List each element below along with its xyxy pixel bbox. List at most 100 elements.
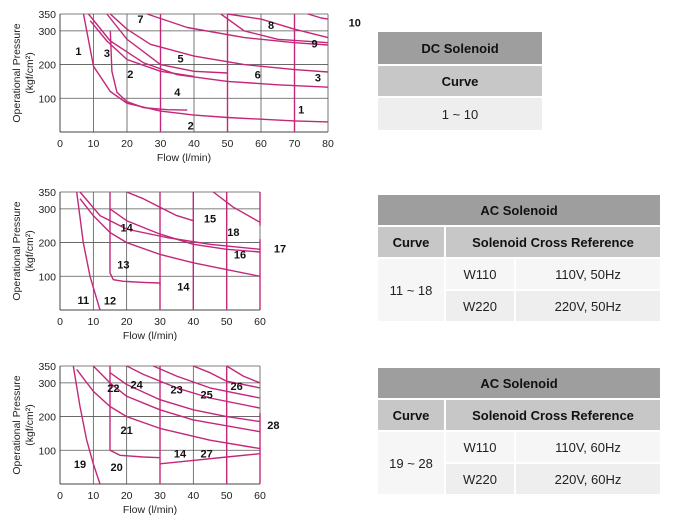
x-tick-label: 50 xyxy=(222,138,234,150)
curve-4 xyxy=(89,20,195,78)
x-tick-label: 80 xyxy=(322,138,334,150)
x-tick-label: 20 xyxy=(121,138,133,150)
x-tick-label: 50 xyxy=(221,490,233,502)
ac50-row1-spec: 110V, 50Hz xyxy=(516,259,660,289)
ac60-row2-model: W220 xyxy=(446,464,514,494)
curve-10 xyxy=(307,13,329,20)
x-tick-label: 10 xyxy=(87,316,99,328)
ac50-col-ref: Solenoid Cross Reference xyxy=(446,227,660,257)
y-tick-label: 300 xyxy=(38,26,56,38)
y-axis-unit: (kgf/cm²) xyxy=(24,52,36,93)
curve-23 xyxy=(109,372,261,423)
x-tick-label: 40 xyxy=(188,138,200,150)
curve-6 xyxy=(106,13,228,74)
curve-label-7: 7 xyxy=(137,14,143,26)
curve-label-25: 25 xyxy=(201,390,213,402)
curve-label-9: 9 xyxy=(312,39,318,51)
ac60-row1-spec: 110V, 60Hz xyxy=(516,432,660,462)
ac60-curve-range: 19 ~ 28 xyxy=(378,432,444,494)
curve-label-2: 2 xyxy=(127,69,133,81)
dc-table-curve-range: 1 ~ 10 xyxy=(378,98,542,130)
chart-ac-50hz: 0 10 20 30 40 50 60 100 200 300 350 Flow (l/min) Ope… xyxy=(11,187,286,342)
x-tick-label: 40 xyxy=(187,490,199,502)
curve-9 xyxy=(220,13,329,44)
curve-18 xyxy=(212,191,261,223)
curve-label-3: 3 xyxy=(104,48,110,60)
curve-label-22: 22 xyxy=(107,383,119,395)
x-axis-title: Flow (l/min) xyxy=(123,330,177,342)
curve-label-13: 13 xyxy=(117,259,129,271)
curve-label-14: 14 xyxy=(174,449,187,461)
x-tick-label: 30 xyxy=(154,316,166,328)
curve-label-1: 1 xyxy=(298,104,304,116)
y-axis-title: Operational Pressure xyxy=(11,23,23,122)
ac60-col-ref: Solenoid Cross Reference xyxy=(446,400,660,430)
curve-2 xyxy=(109,30,188,111)
y-tick-label: 350 xyxy=(38,361,56,373)
x-tick-label: 60 xyxy=(254,316,266,328)
curve-label-3: 3 xyxy=(315,72,321,84)
x-tick-label: 60 xyxy=(255,138,267,150)
y-tick-label: 200 xyxy=(38,412,56,424)
ac60-table-title: AC Solenoid xyxy=(378,368,660,398)
x-axis-title: Flow (l/min) xyxy=(157,152,211,164)
y-tick-label: 100 xyxy=(38,445,56,457)
x-tick-label: 40 xyxy=(187,316,199,328)
curve-label-23: 23 xyxy=(171,385,183,397)
x-tick-label: 10 xyxy=(88,138,100,150)
chart-dc: 0 10 20 30 40 50 60 70 80 100 200 300 350 Flow (l/min… xyxy=(11,9,361,164)
curve-label-26: 26 xyxy=(231,381,243,393)
x-tick-label: 30 xyxy=(155,138,167,150)
curve-label-19: 19 xyxy=(74,459,86,471)
y-axis-title: Operational Pressure xyxy=(11,375,23,474)
curve-label-11: 11 xyxy=(78,295,90,307)
y-tick-label: 300 xyxy=(38,204,56,216)
curve-8 xyxy=(227,13,329,39)
y-tick-label: 200 xyxy=(38,238,56,250)
x-tick-label: 50 xyxy=(221,316,233,328)
ac50-row2-spec: 220V, 50Hz xyxy=(516,291,660,321)
dc-solenoid-table: DC Solenoid Curve 1 ~ 10 xyxy=(376,30,544,132)
curve-26 xyxy=(193,365,261,389)
ac60-row2-spec: 220V, 60Hz xyxy=(516,464,660,494)
curve-20 xyxy=(109,366,161,459)
chart-ac-60hz: 0 10 20 30 40 50 60 100 200 300 350 Flow (l/min) Ope… xyxy=(11,361,279,516)
curve-label-4: 4 xyxy=(174,87,181,99)
y-axis-unit: (kgf/cm²) xyxy=(24,230,36,271)
x-tick-label: 0 xyxy=(57,316,63,328)
curve-21 xyxy=(76,368,261,450)
curve-label-17: 17 xyxy=(274,244,286,256)
x-tick-label: 20 xyxy=(121,316,133,328)
curve-label-10: 10 xyxy=(349,17,361,29)
curve-14 xyxy=(79,191,261,250)
x-tick-label: 30 xyxy=(154,490,166,502)
y-tick-label: 350 xyxy=(38,9,56,21)
x-tick-label: 70 xyxy=(289,138,301,150)
curve-16 xyxy=(109,208,261,253)
curve-label-14: 14 xyxy=(177,281,190,293)
curve-7 xyxy=(146,13,329,46)
curve-25 xyxy=(153,365,261,399)
y-tick-label: 200 xyxy=(38,60,56,72)
y-tick-label: 350 xyxy=(38,187,56,199)
curve-label-18: 18 xyxy=(227,227,239,239)
ac50-curve-range: 11 ~ 18 xyxy=(378,259,444,321)
y-axis-title: Operational Pressure xyxy=(11,201,23,300)
curve-11 xyxy=(76,191,101,311)
x-tick-label: 0 xyxy=(57,138,63,150)
curve-label-14: 14 xyxy=(121,222,134,234)
ac-50hz-solenoid-table: AC Solenoid Curve Solenoid Cross Referen… xyxy=(376,193,662,323)
curve-22 xyxy=(92,365,261,433)
x-tick-label: 10 xyxy=(87,490,99,502)
curve-label-6: 6 xyxy=(255,70,261,82)
x-tick-label: 20 xyxy=(121,490,133,502)
curve-label-5: 5 xyxy=(178,54,184,66)
dc-table-title: DC Solenoid xyxy=(378,32,542,64)
curve-label-20: 20 xyxy=(111,462,123,474)
ac60-row1-model: W110 xyxy=(446,432,514,462)
curve-label-12: 12 xyxy=(104,296,116,308)
curve-1 xyxy=(82,13,329,123)
curve-label-15: 15 xyxy=(204,213,216,225)
curve-label-27: 27 xyxy=(201,449,213,461)
y-axis-unit: (kgf/cm²) xyxy=(24,404,36,445)
